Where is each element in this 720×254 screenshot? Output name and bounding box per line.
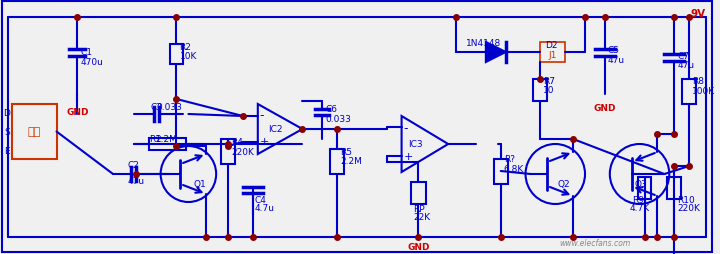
- Text: 100K: 100K: [692, 87, 715, 96]
- Text: 10: 10: [544, 86, 555, 95]
- Text: RP: RP: [413, 204, 425, 213]
- Text: GND: GND: [66, 108, 89, 117]
- Text: GND: GND: [593, 104, 616, 113]
- Bar: [534, 80, 547, 102]
- Text: 1N4148: 1N4148: [466, 39, 501, 48]
- Text: Q1: Q1: [194, 179, 206, 188]
- Text: 22K: 22K: [413, 212, 431, 221]
- Text: 47u: 47u: [128, 176, 145, 185]
- Text: GND: GND: [408, 242, 430, 251]
- Text: IC2: IC2: [268, 124, 282, 133]
- Text: +: +: [404, 151, 413, 161]
- Text: www.elecfans.com: www.elecfans.com: [559, 238, 631, 247]
- Text: C6: C6: [325, 105, 337, 114]
- Bar: [682, 80, 696, 105]
- Text: R4: R4: [231, 137, 243, 146]
- Text: C5: C5: [608, 46, 620, 55]
- Text: D: D: [3, 108, 10, 117]
- Text: J1: J1: [548, 50, 557, 59]
- Text: R7: R7: [544, 77, 555, 86]
- Text: R10: R10: [678, 195, 695, 204]
- Text: R5: R5: [340, 147, 352, 156]
- Bar: [410, 182, 426, 204]
- Text: 4.7K: 4.7K: [630, 203, 649, 212]
- Text: C3: C3: [150, 103, 163, 112]
- Text: C1: C1: [81, 48, 92, 57]
- Text: -: -: [404, 122, 408, 135]
- Text: Q3: Q3: [634, 179, 647, 188]
- Text: 470u: 470u: [81, 58, 103, 67]
- Bar: [221, 139, 235, 164]
- Bar: [541, 43, 565, 63]
- Text: R?: R?: [504, 154, 515, 163]
- Text: R9: R9: [633, 195, 644, 204]
- Text: 10K: 10K: [179, 52, 197, 61]
- Text: S: S: [4, 128, 10, 136]
- Text: R1: R1: [149, 134, 161, 144]
- Bar: [638, 177, 652, 199]
- Bar: [494, 159, 508, 184]
- Text: IC3: IC3: [408, 139, 423, 148]
- Text: 2.2M: 2.2M: [340, 156, 362, 165]
- Text: 6.8K: 6.8K: [504, 164, 524, 173]
- Text: 0.033: 0.033: [157, 103, 183, 112]
- Text: Q2: Q2: [557, 179, 570, 188]
- Bar: [12, 105, 56, 159]
- Bar: [330, 149, 344, 174]
- Text: 220K: 220K: [231, 147, 254, 156]
- Bar: [169, 45, 184, 65]
- Bar: [149, 138, 186, 150]
- Text: 9V: 9V: [691, 9, 706, 19]
- Text: C7: C7: [678, 52, 689, 61]
- Text: +: +: [260, 136, 269, 146]
- Text: D2: D2: [545, 41, 558, 50]
- Text: 2.2M: 2.2M: [156, 134, 178, 144]
- Text: 47u: 47u: [678, 61, 694, 70]
- Text: R2: R2: [179, 43, 192, 52]
- Text: 探头: 探头: [27, 127, 41, 137]
- Text: 220K: 220K: [678, 203, 700, 212]
- Text: R8: R8: [692, 77, 704, 86]
- Bar: [667, 177, 681, 199]
- Text: 0.033: 0.033: [325, 115, 351, 123]
- Text: -: -: [260, 109, 264, 122]
- Text: C2: C2: [128, 160, 140, 169]
- Text: C4: C4: [255, 195, 266, 204]
- Text: 47u: 47u: [608, 56, 625, 65]
- Polygon shape: [486, 43, 505, 63]
- Text: 4.7u: 4.7u: [255, 203, 275, 212]
- Text: E: E: [4, 147, 10, 156]
